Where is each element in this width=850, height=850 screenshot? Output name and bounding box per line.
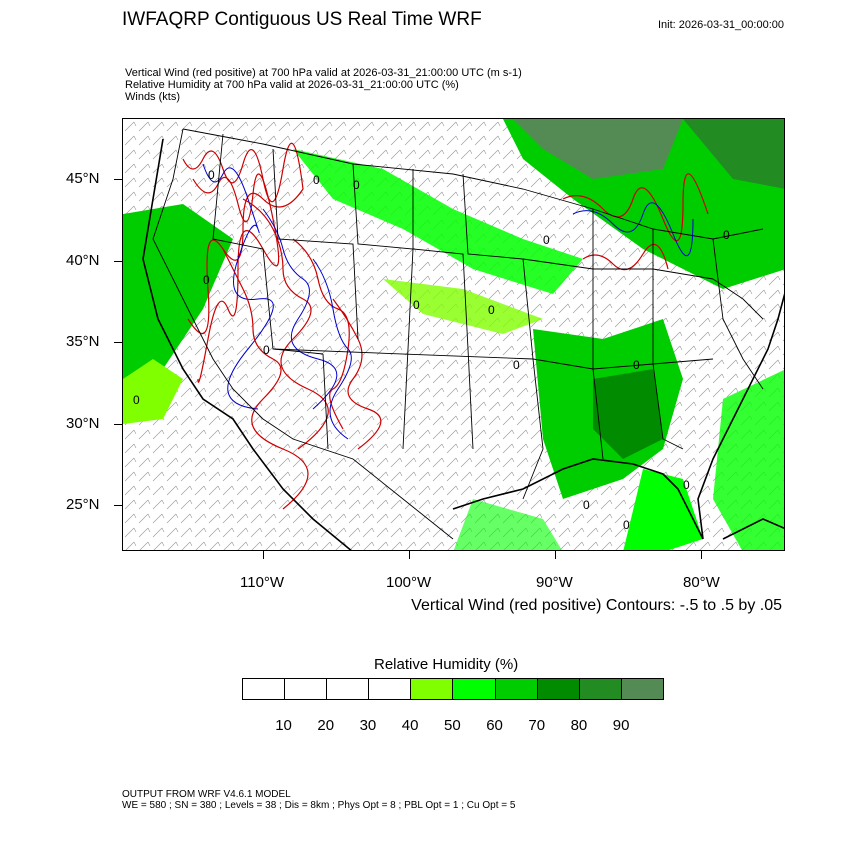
colorbar-label: 50: [444, 717, 461, 734]
colorbar-label: 80: [570, 717, 588, 734]
svg-text:0: 0: [723, 228, 730, 242]
svg-text:0: 0: [353, 178, 360, 192]
colorbar-segment: [537, 679, 580, 699]
lon-label-80: 80°W: [683, 574, 720, 591]
svg-text:0: 0: [488, 303, 495, 317]
svg-text:0: 0: [633, 358, 640, 372]
svg-text:0: 0: [263, 343, 270, 357]
rh-region-pacific-edge: [123, 359, 183, 424]
pacific-coastline: [142, 138, 352, 550]
colorbar-segment: [579, 679, 622, 699]
vertical-wind-contours: [182, 142, 709, 510]
rh-region-south-plains: [383, 279, 543, 334]
svg-text:0: 0: [583, 498, 590, 512]
lat-label-35: 35°N: [66, 333, 100, 350]
colorbar-segment: [453, 679, 496, 699]
lon-label-110: 110°W: [240, 574, 285, 591]
subtitle-relative-humidity: Relative Humidity at 700 hPa valid at 20…: [125, 79, 459, 91]
colorbar-segment: [243, 679, 286, 699]
svg-text:0: 0: [683, 478, 690, 492]
colorbar-label: 10: [275, 717, 292, 734]
subtitle-winds: Winds (kts): [125, 91, 180, 103]
footer-model: OUTPUT FROM WRF V4.6.1 MODEL: [122, 789, 291, 800]
colorbar-label: 40: [401, 717, 419, 734]
subtitle-vertical-wind: Vertical Wind (red positive) at 700 hPa …: [125, 67, 522, 79]
colorbar-label: 20: [317, 717, 335, 734]
svg-text:0: 0: [623, 518, 630, 532]
gulf-coastline: [452, 458, 704, 540]
map-graphic: 0 0 0 0 0 0 0 0 0 0 0 0 0 0 0: [123, 119, 784, 550]
rh-region-texas-gulf: [543, 379, 583, 429]
colorbar-label: 70: [528, 717, 546, 734]
lon-tick: [701, 551, 702, 559]
rh-region-atlantic: [713, 369, 784, 550]
lon-tick: [409, 551, 410, 559]
colorbar-segment: [621, 679, 663, 699]
rh-region-gulf: [453, 499, 562, 550]
lat-tick: [114, 342, 122, 343]
lon-tick: [263, 551, 264, 559]
colorbar-label: 90: [612, 717, 630, 734]
colorbar-label: 30: [359, 717, 377, 734]
svg-text:0: 0: [313, 173, 320, 187]
lon-label-100: 100°W: [386, 574, 432, 591]
lat-label-30: 30°N: [66, 415, 100, 432]
plot-title: IWFAQRP Contiguous US Real Time WRF: [122, 9, 482, 30]
state-boundaries: [152, 128, 764, 540]
lat-tick: [114, 261, 122, 262]
map-panel: 0 0 0 0 0 0 0 0 0 0 0 0 0 0 0: [122, 118, 785, 551]
footer-config: WE = 580 ; SN = 380 ; Levels = 38 ; Dis …: [122, 800, 516, 811]
lon-tick: [555, 551, 556, 559]
rh-region-great-lakes-high: [513, 119, 683, 179]
colorbar-segment: [285, 679, 328, 699]
lat-tick: [114, 505, 122, 506]
colorbar-segment: [369, 679, 412, 699]
lat-tick: [114, 179, 122, 180]
lat-tick: [114, 424, 122, 425]
colorbar: [242, 678, 664, 700]
contour-info: Vertical Wind (red positive) Contours: -…: [411, 597, 782, 614]
colorbar-segment: [327, 679, 370, 699]
atlantic-coastline: [697, 293, 784, 540]
cuba-coastline: [722, 518, 784, 540]
lat-label-40: 40°N: [66, 252, 100, 269]
svg-text:0: 0: [513, 358, 520, 372]
lat-label-25: 25°N: [66, 496, 100, 513]
lon-label-90: 90°W: [536, 574, 573, 591]
svg-text:0: 0: [543, 233, 550, 247]
colorbar-label: 60: [486, 717, 503, 734]
rh-region-maine: [683, 119, 784, 189]
init-time: Init: 2026-03-31_00:00:00: [658, 19, 784, 31]
rh-shading: [123, 119, 784, 550]
rh-region-deep-south: [593, 369, 663, 459]
svg-text:0: 0: [413, 298, 420, 312]
svg-text:0: 0: [133, 393, 140, 407]
lat-label-45: 45°N: [66, 170, 100, 187]
svg-text:0: 0: [203, 273, 210, 287]
rh-region-florida: [623, 469, 703, 550]
colorbar-segment: [495, 679, 538, 699]
contour-zero-labels: 0 0 0 0 0 0 0 0 0 0 0 0 0 0 0: [133, 168, 730, 532]
colorbar-title: Relative Humidity (%): [374, 656, 519, 673]
svg-text:0: 0: [208, 168, 215, 182]
colorbar-segment: [411, 679, 454, 699]
